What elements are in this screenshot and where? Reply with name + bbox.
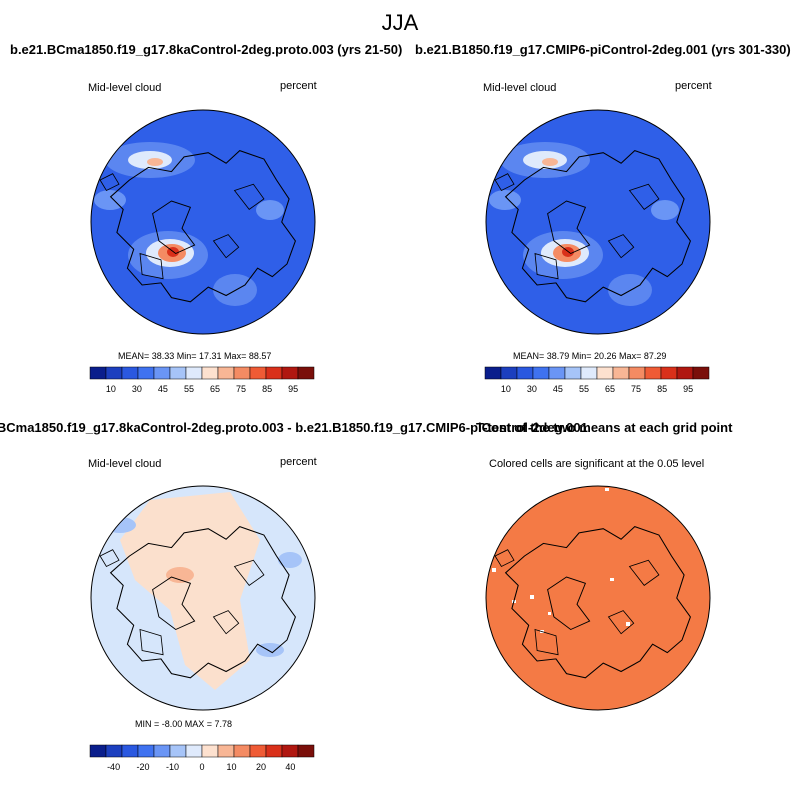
panel1-stats: MEAN= 38.33 Min= 17.31 Max= 88.57 <box>118 351 272 361</box>
panel3-colorbar-tick-label: -20 <box>137 762 150 772</box>
panel1-variable-label: Mid-level cloud <box>88 82 162 94</box>
panel2-units-label: percent <box>675 80 712 92</box>
panel2-colorbar-tick-label: 45 <box>553 384 563 394</box>
figure-title: JJA <box>381 10 419 35</box>
panel1-colorbar-swatch <box>105 366 123 380</box>
panel1-colorbar-tick-label: 45 <box>158 384 168 394</box>
panel2-colorbar-swatch <box>532 366 550 380</box>
panel3-colorbar-swatch <box>281 744 299 758</box>
panel1-map <box>90 109 316 335</box>
panel3-colorbar-tick-label: -10 <box>166 762 179 772</box>
panel4-title: T-test of the two means at each grid poi… <box>476 420 733 435</box>
panel2-colorbar-swatch <box>644 366 662 380</box>
panel2-colorbar-swatch <box>484 366 502 380</box>
panel2-colorbar-swatch <box>516 366 534 380</box>
panel1-colorbar-swatch <box>201 366 219 380</box>
panel2-stats: MEAN= 38.79 Min= 20.26 Max= 87.29 <box>513 351 667 361</box>
panel1-colorbar-swatch <box>249 366 267 380</box>
panel3-map <box>90 485 316 711</box>
panel1-colorbar-tick-label: 85 <box>262 384 272 394</box>
panel1-colorbar-swatch <box>233 366 251 380</box>
panel3-colorbar-tick-label: 0 <box>199 762 204 772</box>
panel2-colorbar-swatch <box>580 366 598 380</box>
panel1-colorbar-swatch <box>281 366 299 380</box>
panel1-colorbar-tick-label: 95 <box>288 384 298 394</box>
panel3-colorbar-tick-label: 40 <box>285 762 295 772</box>
panel1-colorbar: 10 30 45 55 65 75 85 95 <box>89 366 315 394</box>
panel2-map <box>485 109 711 335</box>
panel1-colorbar-swatch <box>121 366 139 380</box>
panel2-colorbar-tick-label: 55 <box>579 384 589 394</box>
panel1-colorbar-swatch <box>217 366 235 380</box>
panel2-colorbar-tick-label: 65 <box>605 384 615 394</box>
panel1-colorbar-swatch <box>185 366 203 380</box>
panel1-colorbar-tick-label: 75 <box>236 384 246 394</box>
panel3-colorbar-tick-label: 20 <box>256 762 266 772</box>
panel1-title: b.e21.BCma1850.f19_g17.8kaControl-2deg.p… <box>10 42 403 57</box>
panel2-colorbar-swatch <box>628 366 646 380</box>
panel1-colorbar-tick-label: 30 <box>132 384 142 394</box>
panel2-colorbar-swatch <box>676 366 694 380</box>
panel1-colorbar-tick-label: 55 <box>184 384 194 394</box>
panel3-title: b.e21.BCma1850.f19_g17.8kaControl-2deg.p… <box>0 420 588 435</box>
panel2-colorbar: 10 30 45 55 65 75 85 95 <box>484 366 710 394</box>
panel2-colorbar-tick-label: 10 <box>501 384 511 394</box>
panel3-variable-label: Mid-level cloud <box>88 458 162 470</box>
panel3-colorbar-swatch <box>249 744 267 758</box>
panel3-colorbar-swatch <box>201 744 219 758</box>
panel2-colorbar-swatch <box>612 366 630 380</box>
panel3-colorbar-swatch <box>297 744 315 758</box>
panel2-colorbar-tick-label: 75 <box>631 384 641 394</box>
panel1-colorbar-swatch <box>265 366 283 380</box>
panel1-colorbar-swatch <box>153 366 171 380</box>
panel2-colorbar-swatch <box>564 366 582 380</box>
panel3-colorbar-swatch <box>169 744 187 758</box>
panel3-colorbar-swatch <box>121 744 139 758</box>
panel1-colorbar-swatch <box>297 366 315 380</box>
panel2-colorbar-swatch <box>692 366 710 380</box>
panel3-colorbar-swatch <box>217 744 235 758</box>
panel1-colorbar-swatch <box>169 366 187 380</box>
panel2-colorbar-swatch <box>596 366 614 380</box>
panel2-colorbar-swatch <box>548 366 566 380</box>
panel2-colorbar-tick-label: 95 <box>683 384 693 394</box>
panel2-variable-label: Mid-level cloud <box>483 82 557 94</box>
panel3-colorbar-tick-label: 10 <box>226 762 236 772</box>
panel1-colorbar-tick-label: 10 <box>106 384 116 394</box>
panel2-colorbar-swatch <box>660 366 678 380</box>
panel3-units-label: percent <box>280 456 317 468</box>
panel3-colorbar-tick-label: -40 <box>107 762 120 772</box>
panel1-colorbar-swatch <box>137 366 155 380</box>
panel3-colorbar-swatch <box>233 744 251 758</box>
panel3-colorbar-swatch <box>153 744 171 758</box>
panel4-map <box>485 485 711 711</box>
panel2-colorbar-tick-label: 30 <box>527 384 537 394</box>
panel3-colorbar: -40 -20 -10 0 10 20 40 <box>89 744 315 772</box>
panel2-colorbar-tick-label: 85 <box>657 384 667 394</box>
panel3-colorbar-swatch <box>89 744 107 758</box>
panel2-colorbar-swatch <box>500 366 518 380</box>
panel3-colorbar-swatch <box>105 744 123 758</box>
panel2-title: b.e21.B1850.f19_g17.CMIP6-piControl-2deg… <box>415 42 791 57</box>
panel3-stats: MIN = -8.00 MAX = 7.78 <box>135 719 233 729</box>
panel1-units-label: percent <box>280 80 317 92</box>
panel1-colorbar-tick-label: 65 <box>210 384 220 394</box>
panel1-colorbar-swatch <box>89 366 107 380</box>
panel3-colorbar-swatch <box>137 744 155 758</box>
panel4-subtitle: Colored cells are significant at the 0.0… <box>489 458 705 470</box>
panel3-colorbar-swatch <box>265 744 283 758</box>
panel3-colorbar-swatch <box>185 744 203 758</box>
